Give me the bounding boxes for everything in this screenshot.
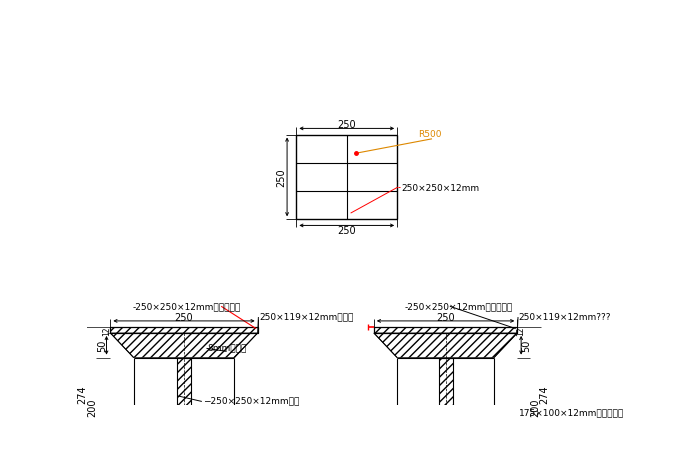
Text: 250×250×12mm: 250×250×12mm (401, 183, 479, 192)
Text: 274: 274 (539, 384, 549, 403)
Text: 8mm厕满焊: 8mm厕满焊 (207, 343, 247, 352)
Text: 50: 50 (97, 339, 107, 352)
Text: 12: 12 (102, 326, 111, 335)
Bar (438, 358, 452, 455)
Bar (110, 327, 258, 333)
Text: −250×250×12mm腾板: −250×250×12mm腾板 (204, 395, 300, 404)
Text: 200: 200 (88, 398, 98, 416)
Text: 250: 250 (175, 313, 193, 322)
Text: -250×250×12mm牛腿上盖板: -250×250×12mm牛腿上盖板 (405, 301, 513, 310)
Text: 250×119×12mm???: 250×119×12mm??? (519, 312, 611, 321)
Text: 250: 250 (277, 168, 286, 187)
Text: 250: 250 (337, 226, 356, 236)
Bar (374, 327, 517, 333)
Bar (177, 358, 191, 455)
Text: 250×119×12mm加劲板: 250×119×12mm加劲板 (259, 312, 353, 321)
Text: 250: 250 (436, 313, 455, 322)
Text: 12: 12 (516, 326, 525, 335)
Text: 50: 50 (521, 339, 531, 352)
Bar (296, 135, 397, 220)
Text: -250×250×12mm牛腿上盖板: -250×250×12mm牛腿上盖板 (132, 301, 240, 310)
Text: 250: 250 (337, 120, 356, 130)
Text: 274: 274 (77, 384, 88, 403)
Text: 200: 200 (530, 398, 540, 416)
Text: R500: R500 (418, 130, 442, 139)
Text: 175×100×12mm牛腿下盖板: 175×100×12mm牛腿下盖板 (519, 407, 624, 416)
